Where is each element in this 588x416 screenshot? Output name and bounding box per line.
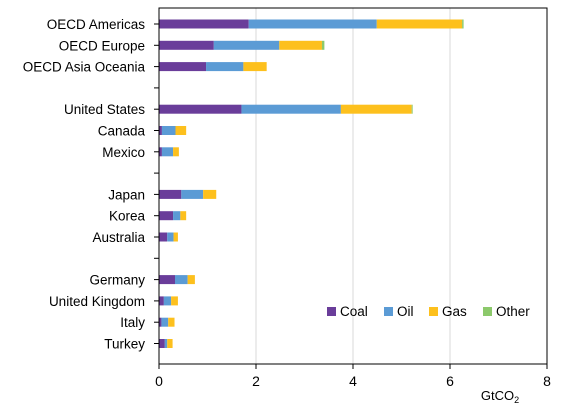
bar-segment-coal [159,19,249,29]
bar-segment-gas [168,317,175,327]
category-label: OECD Americas [47,17,146,32]
bar-segment-oil [248,19,377,29]
legend-label-gas: Gas [442,304,467,319]
category-label: United Kingdom [49,294,145,309]
legend-swatch-other [483,307,492,316]
x-axis-title-subscript: 2 [514,395,519,405]
bar-segment-coal [159,189,182,199]
bar-segment-coal [159,317,162,327]
bar-segment-gas [167,339,173,348]
x-axis-title: GtCO2 [481,388,519,405]
category-label: Canada [98,124,146,139]
bar-segment-gas [203,189,217,199]
bar-segment-oil [175,275,188,285]
bar-segment-coal [159,211,174,221]
category-label: OECD Europe [59,38,145,53]
category-label: Germany [89,273,145,288]
category-label: Korea [109,209,146,224]
bar-segment-oil [181,189,204,199]
x-axis-title-main: GtCO [481,388,514,403]
legend-swatch-coal [327,307,336,316]
bar-segment-coal [159,296,164,306]
bar-segment-coal [159,147,162,157]
bar-segment-other [411,104,413,114]
bar-segment-gas [171,296,178,306]
bars [159,19,464,348]
bar-segment-gas [173,232,178,242]
bar-segment-gas [243,62,267,72]
legend-label-coal: Coal [340,304,368,319]
x-tick-label: 4 [349,373,357,389]
legend-swatch-oil [384,307,393,316]
x-tick-label: 2 [252,373,260,389]
legend-swatch-gas [429,307,438,316]
bar-segment-oil [164,339,168,348]
bar-segment-coal [159,62,207,72]
bar-segment-gas [173,147,179,157]
bar-segment-oil [163,296,172,306]
bar-segment-coal [159,40,214,50]
tick-marks [154,23,548,369]
bar-segment-gas [340,104,412,114]
bar-segment-other [321,40,325,50]
bar-segment-coal [159,339,165,348]
category-label: Mexico [102,145,145,160]
category-label: Australia [92,230,145,245]
x-tick-label: 8 [543,373,551,389]
category-label: Japan [108,187,145,202]
bar-segment-oil [161,317,169,327]
bar-segment-gas [175,126,187,135]
category-label: Turkey [104,337,145,352]
legend: Coal Oil Gas Other [327,304,530,319]
category-label: OECD Asia Oceania [23,60,146,75]
bar-segment-oil [167,232,174,242]
bar-segment-oil [206,62,244,72]
bar-segment-oil [241,104,341,114]
bar-segment-gas [187,275,195,285]
bar-segment-coal [159,126,162,135]
x-tick-labels: 0 2 4 6 8 [155,373,551,389]
category-labels: OECD Americas OECD Europe OECD Asia Oceani… [23,17,146,352]
bar-segment-oil [213,40,280,50]
bar-segment-oil [161,126,176,135]
legend-label-oil: Oil [397,304,414,319]
bar-segment-coal [159,275,176,285]
bar-segment-oil [173,211,181,221]
x-tick-label: 0 [155,373,163,389]
legend-label-other: Other [496,304,530,319]
category-label: Italy [120,315,145,330]
bar-segment-coal [159,232,168,242]
bar-segment-gas [180,211,187,221]
bar-segment-coal [159,104,242,114]
x-tick-label: 6 [446,373,454,389]
bar-segment-gas [279,40,322,50]
bar-segment-gas [376,19,463,29]
bar-segment-other [462,19,464,29]
bar-segment-oil [161,147,174,157]
category-label: United States [64,102,145,117]
